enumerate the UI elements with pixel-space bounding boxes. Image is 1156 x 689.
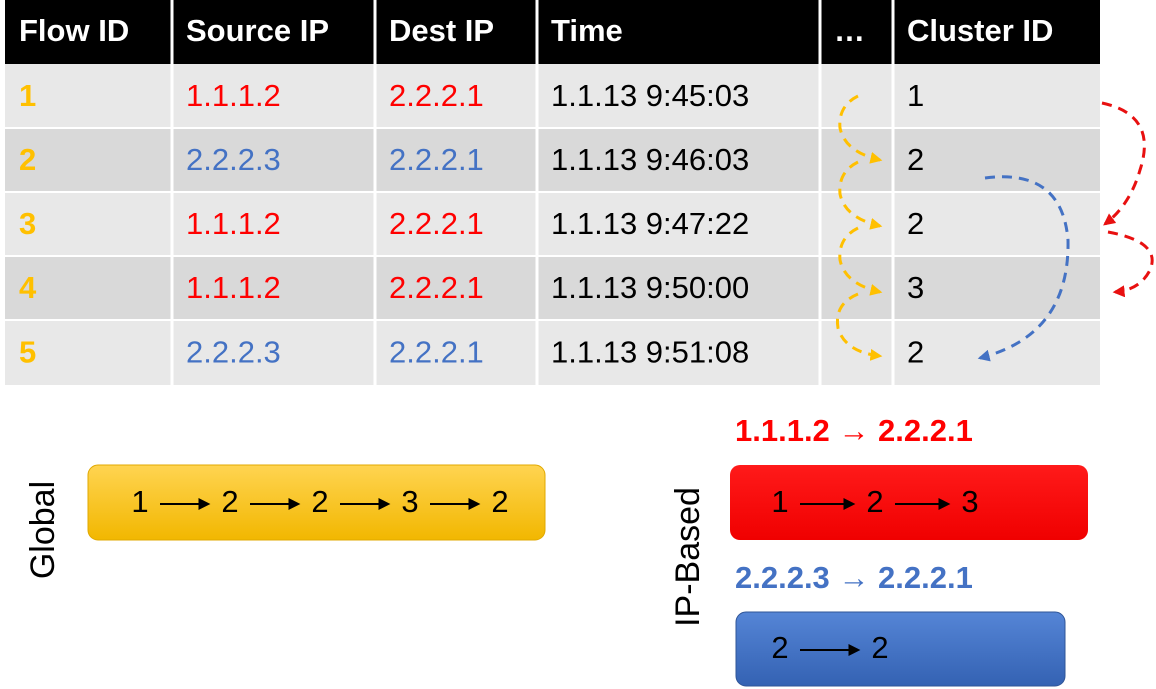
header-cell: Dest IP [389,13,494,48]
header-cell: Flow ID [19,13,129,48]
cell: 2.2.2.1 [389,335,484,370]
cell: 2.2.2.1 [389,78,484,113]
global-box [87,464,546,541]
header-cell: Source IP [186,13,329,48]
group-label: 1.1.1.2 → 2.2.2.1 [735,413,973,448]
red-arrow [1101,101,1146,226]
cell: 1.1.13 9:46:03 [551,142,749,177]
blue-arrow [977,175,1070,362]
cell: 1.1.1.2 [186,78,281,113]
header-cell: … [834,13,865,48]
row-bg [5,64,1100,128]
cell: 1.1.13 9:50:00 [551,270,749,305]
cell: 3 [19,206,36,241]
cell: 2.2.2.1 [389,142,484,177]
row-bg [5,320,1100,385]
cell: 4 [19,270,37,305]
cell: 1.1.13 9:45:03 [551,78,749,113]
sequence-item: 3 [401,484,418,519]
ip-box-blue [735,611,1066,687]
global-label: Global [24,481,62,579]
header-bg [5,0,1100,64]
cell: 2.2.2.3 [186,335,281,370]
ip-box-red [730,465,1088,540]
group-label: 2.2.2.3 → 2.2.2.1 [735,560,973,595]
row-bg [5,192,1100,256]
sequence-item: 2 [311,484,328,519]
ip-based-label: IP-Based [669,487,707,627]
sequence-item: 1 [771,484,788,519]
sequence-item: 3 [961,484,978,519]
cell: 2.2.2.1 [389,206,484,241]
cell: 2 [907,206,924,241]
cell: 3 [907,270,924,305]
row-bg [5,128,1100,192]
sequence-item: 2 [491,484,508,519]
cell: 1 [19,78,36,113]
row-bg [5,256,1100,320]
cell: 5 [19,335,36,370]
sequence-item: 2 [871,630,888,665]
cell: 2 [907,335,924,370]
sequence-item: 2 [866,484,883,519]
header-cell: Cluster ID [907,13,1053,48]
sequence-item: 2 [771,630,788,665]
cell: 1 [907,78,924,113]
yellow-arrows [835,94,883,361]
header-cell: Time [551,13,623,48]
sequence-item: 2 [221,484,238,519]
cell: 1.1.1.2 [186,206,281,241]
cell: 2 [907,142,924,177]
sequence-item: 1 [131,484,148,519]
cell: 2.2.2.3 [186,142,281,177]
cell: 1.1.13 9:51:08 [551,335,749,370]
cell: 1.1.13 9:47:22 [551,206,749,241]
sequences: 1 2 2 3 2 1 2 3 2 2 1.1.1.2 → 2.2.2.1 2.2.2.3 → 2.2… [131,413,978,665]
red-arrow [1107,230,1154,298]
cell: 2 [19,142,36,177]
cell: 2.2.2.1 [389,270,484,305]
cell: 1.1.1.2 [186,270,281,305]
table: Flow ID Source IP Dest IP Time … Cluster ID 1 1… [5,0,1100,385]
